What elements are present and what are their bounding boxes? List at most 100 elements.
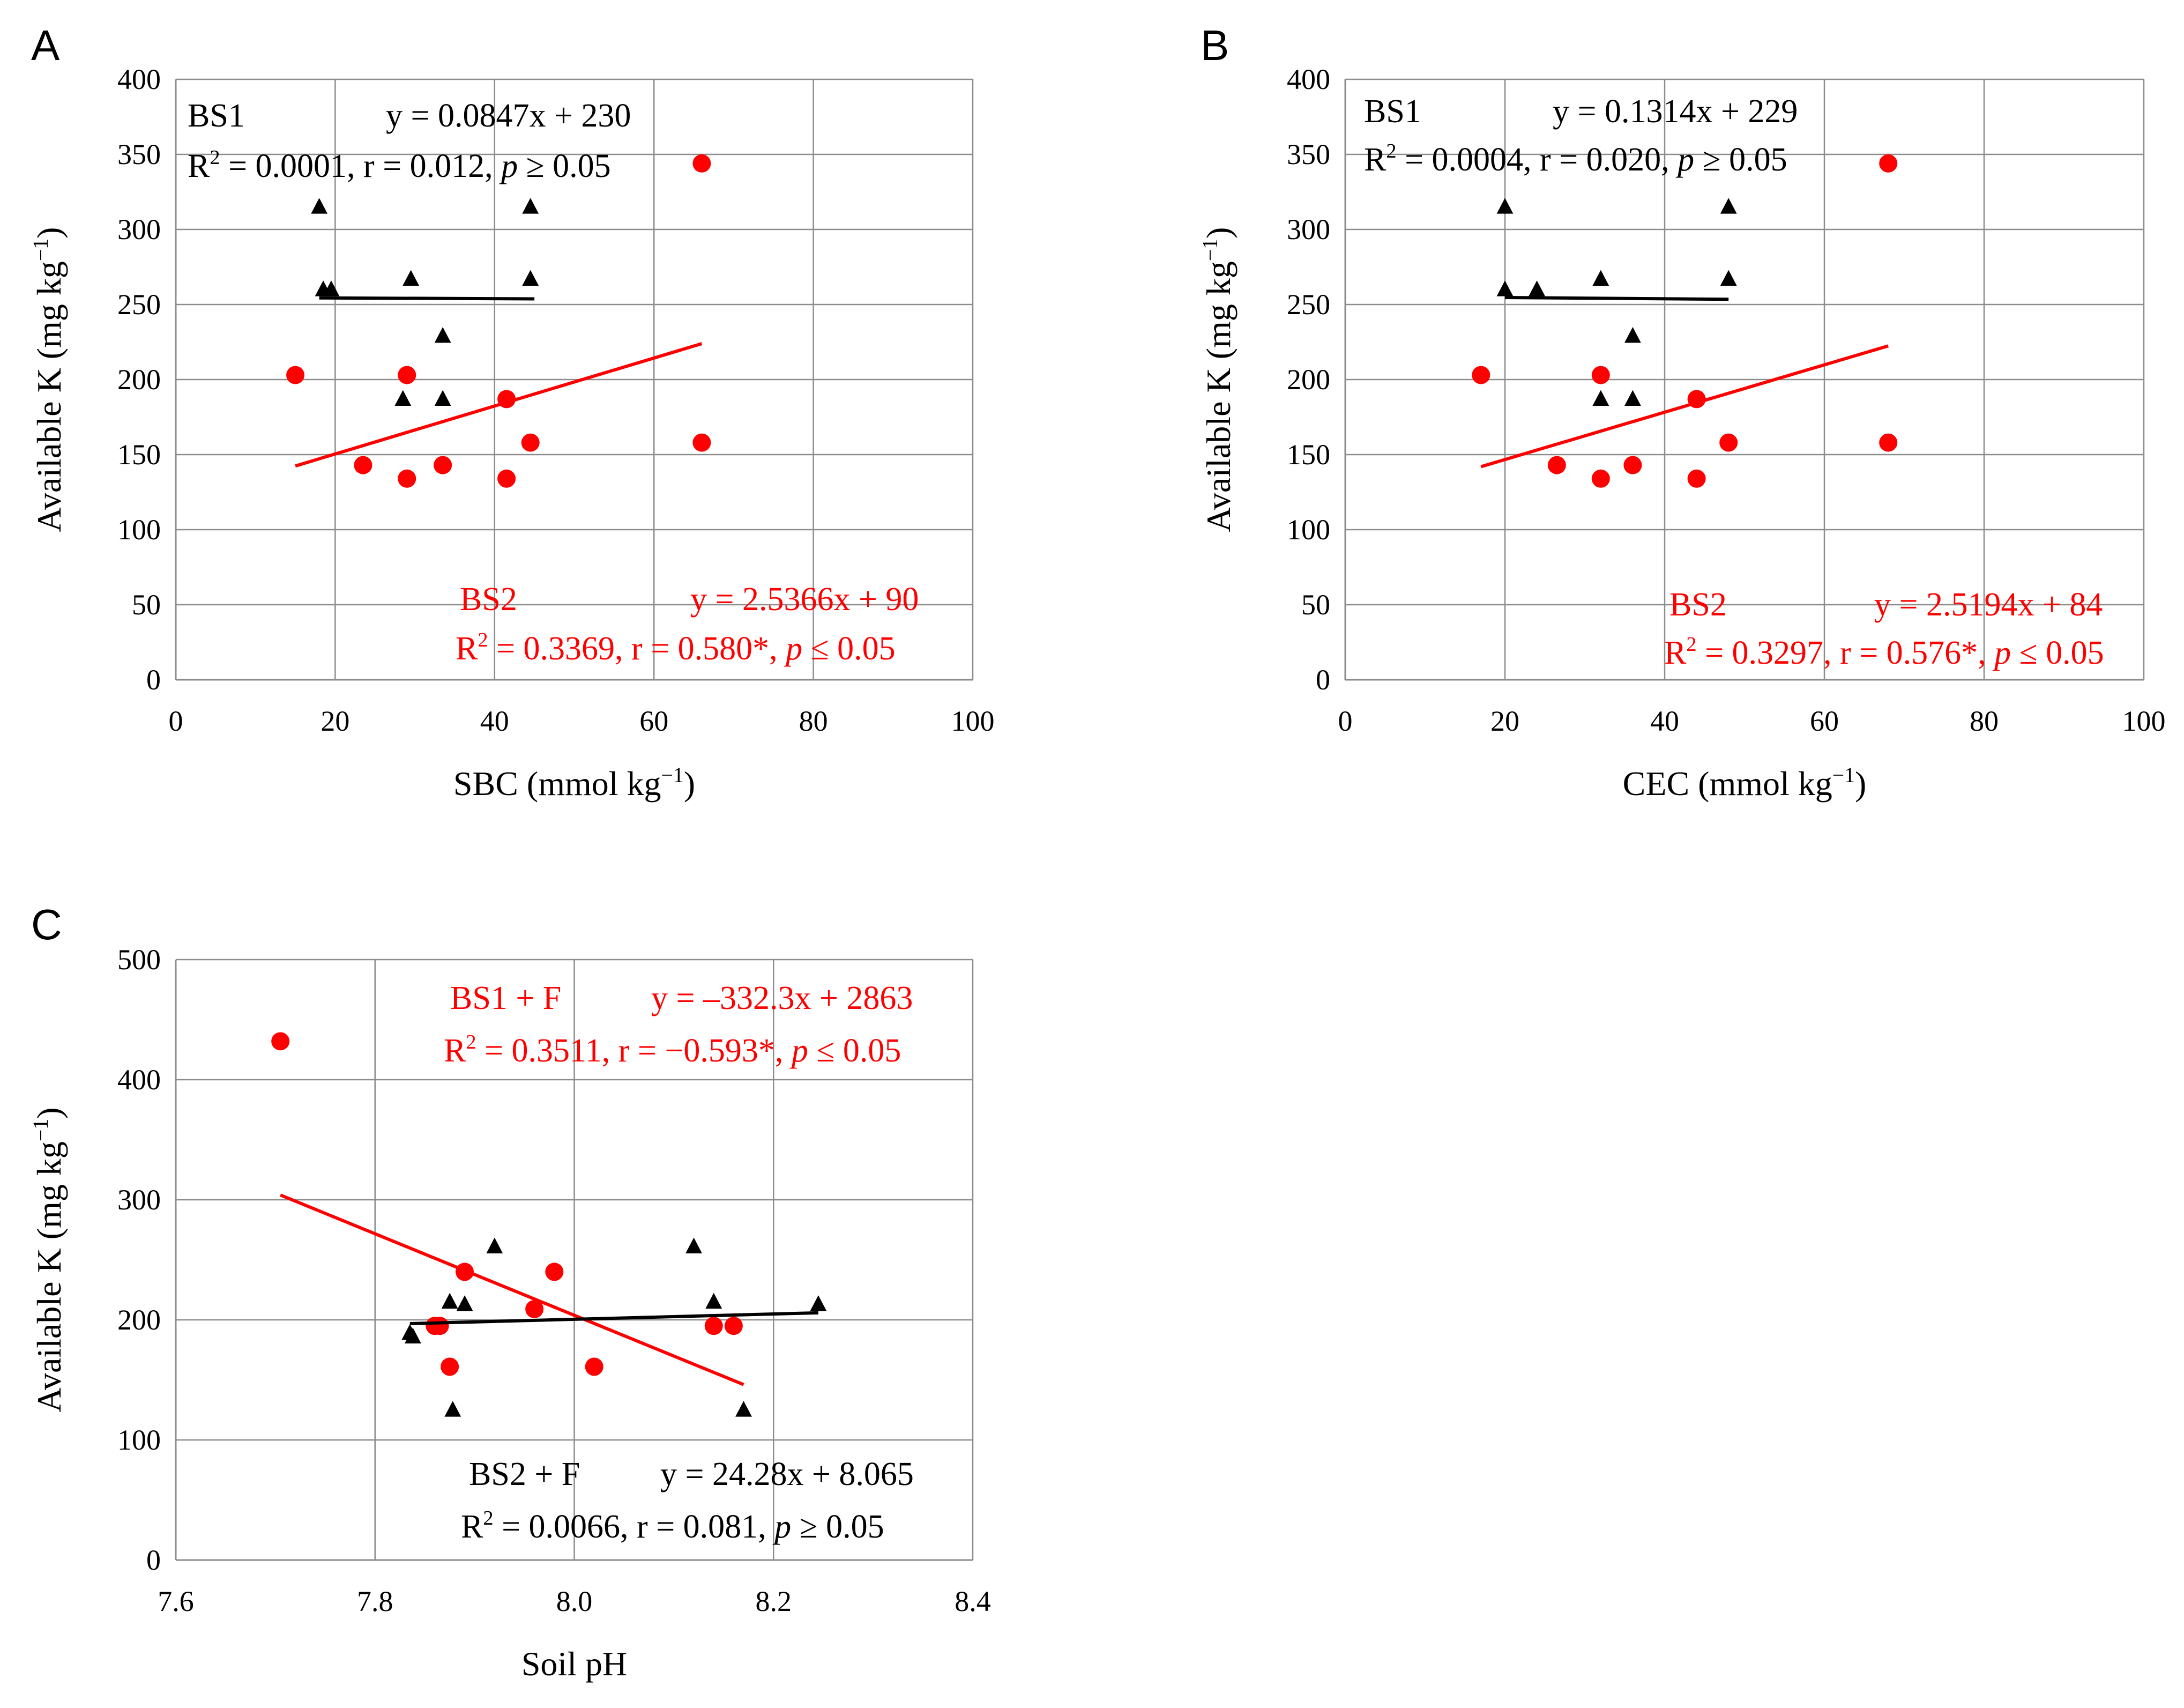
trendline-bs2-f [409, 1311, 818, 1326]
data-point [404, 1327, 421, 1343]
data-point [402, 270, 420, 286]
y-tick-label: 400 [1287, 63, 1330, 95]
series-label: BS1 [1364, 93, 1421, 130]
data-point [521, 433, 540, 452]
data-point [1591, 366, 1610, 384]
y-axis-label: Available K (mg kg−1) [1198, 227, 1238, 532]
data-point [497, 469, 516, 488]
data-point [354, 456, 372, 474]
data-point [705, 1293, 722, 1309]
y-tick-label: 0 [146, 664, 161, 696]
regression-stats: R2 = 0.0066, r = 0.081, p ≥ 0.05 [461, 1507, 884, 1545]
data-point [323, 280, 340, 296]
data-point [692, 154, 711, 173]
y-tick-label: 0 [1316, 664, 1330, 696]
y-tick-label: 100 [1287, 514, 1330, 546]
y-tick-label: 250 [1287, 288, 1330, 321]
data-point [1591, 469, 1610, 488]
regression-equation: y = 24.28x + 8.065 [660, 1456, 914, 1492]
regression-stats: R2 = 0.0001, r = 0.012, p ≥ 0.05 [188, 146, 611, 184]
y-tick-label: 500 [117, 944, 161, 976]
data-point [1719, 433, 1738, 452]
regression-equation: y = 0.1314x + 229 [1553, 93, 1798, 130]
data-point [398, 366, 416, 384]
data-point [692, 433, 711, 452]
panel-c: 0 100 200 300 400 500 7.6 7.8 8.0 8.2 8.4 Soil pH Av… [29, 901, 991, 1683]
y-tick-label: 400 [117, 63, 161, 95]
y-tick-label: 0 [146, 1544, 161, 1576]
x-tick-label: 8.0 [556, 1585, 593, 1617]
data-point [1687, 390, 1706, 409]
y-tick-label: 200 [1287, 363, 1330, 396]
series-label: BS2 [460, 581, 517, 618]
x-tick-label: 8.4 [955, 1585, 991, 1617]
regression-equation: y = –332.3x + 2863 [651, 980, 913, 1016]
data-point [398, 469, 416, 488]
data-point [522, 270, 539, 286]
data-point [434, 327, 451, 343]
data-point [434, 390, 451, 406]
regression-stats: R2 = 0.3369, r = 0.580*, p ≤ 0.05 [456, 629, 896, 667]
y-axis-label: Available K (mg kg−1) [29, 1108, 68, 1413]
data-point [311, 198, 328, 214]
y-tick-label: 200 [117, 1304, 161, 1336]
regression-equation: y = 0.0847x + 230 [386, 98, 631, 134]
panel-a: 0 50 100 150 200 250 300 350 400 0 20 40 60 80 100 SBC … [29, 21, 995, 803]
y-tick-label: 150 [117, 439, 161, 471]
y-tick-label: 150 [1287, 439, 1330, 471]
x-tick-label: 0 [169, 705, 183, 737]
y-tick-label: 300 [117, 213, 161, 246]
x-tick-label: 7.8 [357, 1585, 393, 1617]
x-axis-label: SBC (mmol kg−1) [453, 763, 695, 803]
data-point [444, 1401, 461, 1417]
data-point [434, 456, 452, 474]
y-tick-label: 200 [117, 363, 161, 396]
panel-b: 0 50 100 150 200 250 300 350 400 0 20 40 60 80 100 CEC … [1198, 21, 2166, 803]
data-point [430, 1317, 449, 1335]
x-tick-label: 80 [1970, 705, 1999, 737]
data-point [1592, 270, 1609, 286]
data-point [286, 366, 305, 384]
x-axis-label: Soil pH [521, 1645, 627, 1683]
x-tick-label: 0 [1338, 705, 1353, 737]
panel-label: C [31, 901, 62, 948]
trendline-bs1 [319, 296, 535, 301]
y-tick-label: 50 [132, 589, 161, 621]
x-tick-label: 7.6 [158, 1585, 194, 1617]
data-point [1547, 456, 1566, 474]
regression-stats: R2 = 0.3297, r = 0.576*, p ≤ 0.05 [1664, 633, 2104, 671]
y-tick-label: 350 [117, 138, 161, 170]
y-tick-label: 100 [117, 514, 161, 546]
data-point [441, 1357, 459, 1376]
x-tick-label: 40 [480, 705, 509, 737]
series-label: BS2 + F [469, 1456, 580, 1492]
data-point [724, 1317, 743, 1335]
x-tick-label: 20 [1490, 705, 1519, 737]
series-label: BS2 [1669, 586, 1727, 623]
y-tick-label: 50 [1301, 589, 1330, 621]
data-point [1472, 366, 1490, 384]
x-tick-label: 100 [2122, 705, 2166, 737]
data-point [525, 1299, 544, 1318]
data-point [545, 1263, 564, 1281]
data-point [810, 1295, 827, 1311]
trendline-bs2 [1480, 344, 1889, 469]
y-tick-label: 300 [117, 1184, 161, 1216]
data-point [441, 1293, 458, 1309]
regression-stats: R2 = 0.0004, r = 0.020, p ≥ 0.05 [1364, 140, 1787, 178]
trendline-bs2 [295, 342, 703, 468]
panel-label: A [31, 21, 60, 69]
data-point [1687, 469, 1706, 488]
data-point [1879, 154, 1898, 173]
x-tick-label: 60 [639, 705, 668, 737]
trendline-bs1-f [280, 1193, 744, 1386]
data-point [1720, 270, 1737, 286]
data-point [271, 1032, 290, 1051]
data-point [1623, 456, 1642, 474]
regression-stats: R2 = 0.3511, r = −0.593*, p ≤ 0.05 [444, 1031, 901, 1069]
data-point [1720, 198, 1737, 214]
data-point [585, 1357, 603, 1376]
data-point [1624, 390, 1641, 406]
data-point [1529, 280, 1545, 296]
